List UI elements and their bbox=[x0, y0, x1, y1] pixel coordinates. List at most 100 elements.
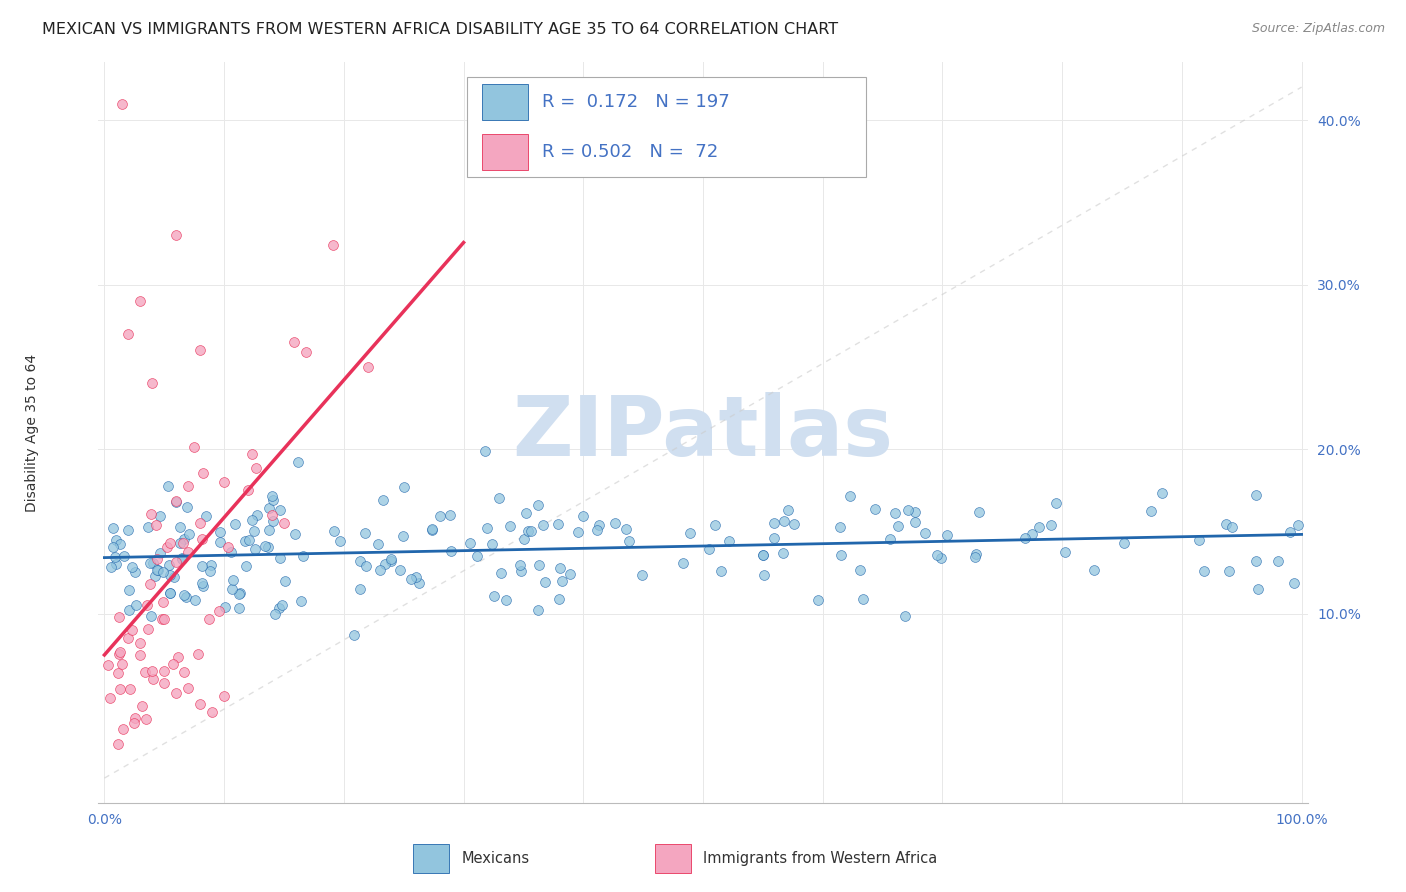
Point bbox=[631, 568, 654, 582]
Point bbox=[699, 541, 721, 556]
Point bbox=[143, 569, 166, 583]
Point bbox=[752, 567, 775, 582]
Point bbox=[122, 715, 145, 730]
FancyBboxPatch shape bbox=[482, 85, 527, 120]
Point bbox=[1014, 531, 1036, 545]
Point bbox=[124, 566, 146, 580]
Point bbox=[184, 593, 207, 607]
Point bbox=[763, 531, 786, 545]
Point bbox=[269, 551, 291, 566]
Point bbox=[141, 376, 163, 391]
Point bbox=[243, 524, 266, 538]
Point bbox=[458, 536, 481, 550]
Point bbox=[322, 238, 344, 252]
Point bbox=[139, 556, 162, 570]
Text: R =  0.172   N = 197: R = 0.172 N = 197 bbox=[543, 94, 730, 112]
Point bbox=[262, 493, 284, 508]
Point bbox=[1112, 536, 1135, 550]
Point bbox=[515, 506, 537, 520]
Point bbox=[254, 539, 277, 553]
Point bbox=[679, 526, 702, 541]
Point bbox=[190, 532, 212, 546]
Point bbox=[198, 612, 221, 626]
Point bbox=[830, 549, 852, 563]
Text: MEXICAN VS IMMIGRANTS FROM WESTERN AFRICA DISABILITY AGE 35 TO 64 CORRELATION CH: MEXICAN VS IMMIGRANTS FROM WESTERN AFRIC… bbox=[42, 22, 838, 37]
Point bbox=[586, 523, 609, 537]
Point bbox=[136, 599, 159, 613]
Point bbox=[246, 508, 269, 523]
Point bbox=[394, 480, 416, 494]
Point bbox=[191, 579, 214, 593]
Point bbox=[1021, 526, 1043, 541]
Point bbox=[371, 492, 394, 507]
Point bbox=[228, 601, 250, 615]
Point bbox=[157, 558, 180, 573]
Point bbox=[146, 563, 169, 577]
Point bbox=[136, 519, 159, 533]
Point bbox=[1284, 576, 1306, 591]
Point bbox=[551, 574, 574, 588]
Point bbox=[269, 503, 291, 517]
Point bbox=[187, 647, 209, 661]
Point bbox=[108, 647, 131, 661]
Point bbox=[965, 547, 987, 561]
Point bbox=[156, 478, 179, 492]
Point bbox=[117, 632, 139, 646]
Point bbox=[212, 475, 235, 489]
Point bbox=[474, 444, 496, 458]
Point bbox=[547, 517, 569, 532]
Point bbox=[1083, 563, 1105, 577]
Point bbox=[392, 528, 415, 542]
Point bbox=[112, 723, 135, 737]
Point bbox=[146, 563, 169, 577]
Point bbox=[260, 508, 283, 522]
Point bbox=[368, 563, 391, 577]
Point bbox=[165, 228, 187, 243]
Point bbox=[195, 509, 218, 524]
Point bbox=[1244, 554, 1267, 568]
Point bbox=[1220, 520, 1243, 534]
Point bbox=[229, 586, 252, 600]
Point bbox=[267, 601, 290, 615]
Point bbox=[159, 568, 181, 582]
Point bbox=[243, 541, 266, 556]
Point bbox=[848, 563, 870, 577]
Point bbox=[262, 489, 284, 503]
FancyBboxPatch shape bbox=[467, 78, 866, 178]
Point bbox=[108, 645, 131, 659]
Point bbox=[257, 540, 280, 554]
Point bbox=[1053, 545, 1076, 559]
Point bbox=[107, 666, 129, 681]
Point bbox=[152, 595, 174, 609]
Point bbox=[139, 507, 162, 521]
Point bbox=[177, 681, 200, 695]
Point bbox=[134, 665, 156, 680]
Point bbox=[165, 555, 187, 569]
Point bbox=[165, 685, 187, 699]
Point bbox=[422, 523, 444, 537]
Point bbox=[235, 559, 257, 574]
Point bbox=[117, 326, 139, 341]
Text: R = 0.502   N =  72: R = 0.502 N = 72 bbox=[543, 144, 718, 161]
Point bbox=[884, 506, 907, 520]
Text: ZIPatlas: ZIPatlas bbox=[513, 392, 893, 473]
Point bbox=[188, 697, 211, 711]
Point bbox=[863, 502, 886, 516]
Point bbox=[124, 711, 146, 725]
Point bbox=[429, 508, 451, 523]
Point bbox=[1288, 518, 1310, 533]
Point bbox=[353, 526, 375, 541]
Point bbox=[773, 514, 796, 528]
Point bbox=[752, 548, 775, 562]
Point bbox=[1218, 564, 1240, 578]
Point bbox=[408, 576, 430, 591]
Point bbox=[163, 570, 186, 584]
Point bbox=[224, 516, 246, 531]
Point bbox=[174, 590, 197, 604]
Text: Mexicans: Mexicans bbox=[461, 851, 529, 866]
Point bbox=[159, 536, 181, 550]
Point bbox=[1152, 486, 1174, 500]
Point bbox=[520, 524, 543, 539]
Point bbox=[294, 345, 316, 359]
Point bbox=[179, 526, 201, 541]
